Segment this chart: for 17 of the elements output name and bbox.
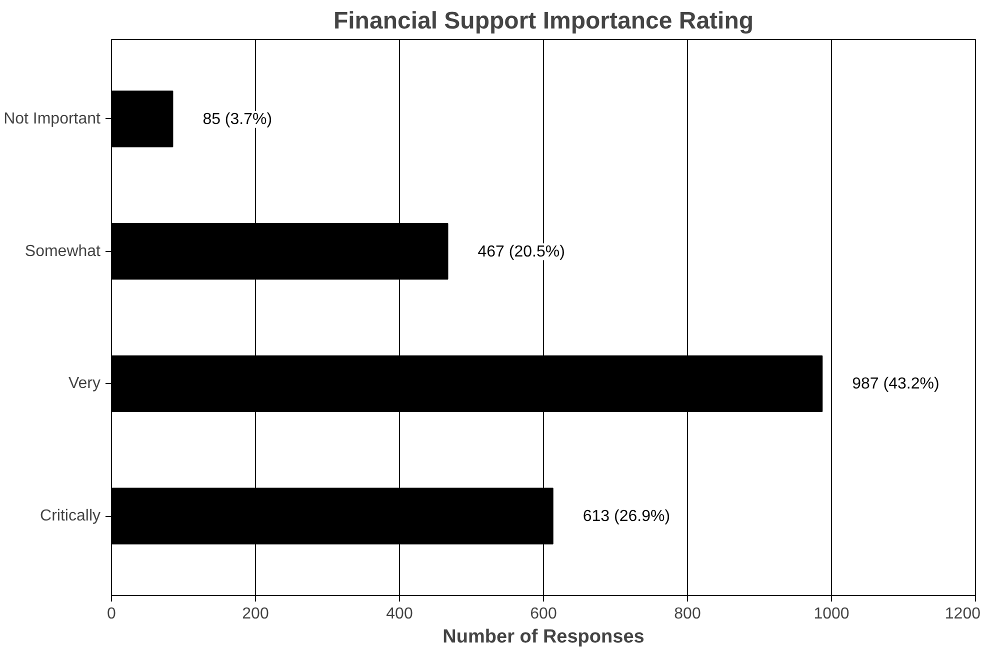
x-tick-label: 1000	[814, 606, 850, 622]
x-tick-label: 400	[386, 606, 413, 622]
data-label: 613 (26.9%)	[582, 508, 670, 526]
y-tick-label: Very	[68, 375, 100, 392]
y-tick-label: Somewhat	[24, 242, 102, 260]
data-label: 467 (20.5%)	[478, 243, 565, 260]
data-label: 85 (3.7%)	[202, 110, 272, 128]
y-tick-label: Not Important	[4, 110, 102, 128]
x-tick-label: 0	[107, 606, 116, 622]
x-axis-title: Number of Responses	[442, 626, 644, 648]
chart-title: Financial Support Importance Rating	[333, 8, 754, 34]
data-label: 987 (43.2%)	[852, 376, 940, 393]
y-tick-label: Critically	[40, 508, 101, 525]
x-tick-label: 600	[530, 606, 557, 622]
x-tick-label: 200	[242, 606, 269, 622]
x-tick-label: 1200	[944, 606, 981, 622]
x-tick-label: 800	[674, 606, 701, 622]
